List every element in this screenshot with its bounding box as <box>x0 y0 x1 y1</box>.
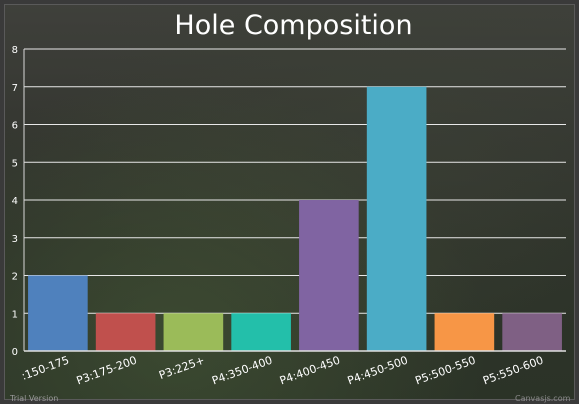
y-tick-label: 1 <box>12 309 18 320</box>
bar-chart: 0 1 2 3 4 5 6 7 8 :150-175 P3:175-200 P3:225+ P4:350… <box>12 45 566 388</box>
watermark-text: Canvasjs.com <box>515 394 571 403</box>
y-tick-label: 6 <box>12 121 18 132</box>
x-tick-label: P5:550-600 <box>481 354 545 388</box>
x-tick-label: :150-175 <box>20 354 71 383</box>
bar-3 <box>163 313 224 351</box>
x-tick-label: P4:400-450 <box>278 354 342 388</box>
x-tick-label: P3:225+ <box>157 354 206 382</box>
bar-6 <box>366 86 427 351</box>
y-tick-label: 2 <box>12 272 18 283</box>
bar-5 <box>299 200 359 351</box>
x-tick-label: P4:450-500 <box>346 354 410 388</box>
x-tick-label: P4:350-400 <box>210 354 274 388</box>
chart-title: Hole Composition <box>174 10 413 41</box>
y-tick-label: 0 <box>12 347 18 358</box>
y-tick-label: 5 <box>12 158 18 169</box>
x-tick-label: P5:500-550 <box>413 354 477 388</box>
bar-8 <box>502 313 562 351</box>
y-tick-label: 3 <box>12 234 18 245</box>
y-tick-label: 7 <box>12 83 18 94</box>
x-tick-label: P3:175-200 <box>75 354 139 388</box>
bar-4 <box>231 313 291 351</box>
bar-1 <box>28 275 88 351</box>
trial-version-text: Trial Version <box>10 394 59 403</box>
bar-7 <box>434 313 495 351</box>
y-tick-label: 4 <box>12 196 18 207</box>
bar-2 <box>95 313 156 351</box>
y-tick-label: 8 <box>12 45 18 56</box>
